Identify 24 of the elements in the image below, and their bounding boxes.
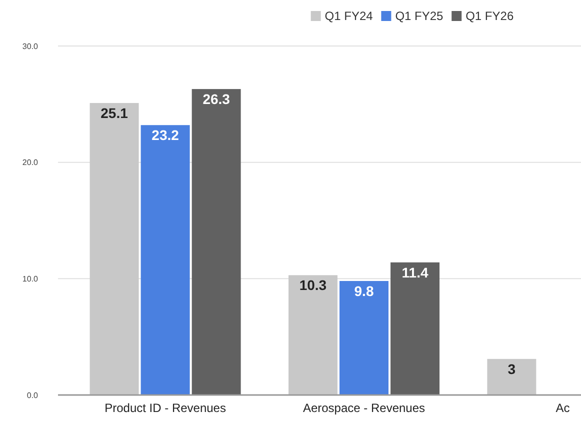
bar bbox=[340, 280, 388, 395]
bar bbox=[288, 275, 338, 395]
bar bbox=[90, 103, 139, 395]
data-label: 23.2 bbox=[152, 127, 180, 144]
legend-label: Q1 FY26 bbox=[466, 9, 514, 24]
x-tick-label: Product ID - Revenues bbox=[104, 401, 226, 415]
data-label: 26.3 bbox=[202, 91, 230, 108]
bar bbox=[140, 125, 190, 395]
y-tick-label: 10.0 bbox=[22, 274, 39, 284]
data-label: 3 bbox=[508, 360, 516, 377]
x-tick-label: Ac bbox=[556, 401, 570, 415]
bar bbox=[487, 358, 536, 395]
y-tick-label: 0.0 bbox=[26, 390, 39, 400]
data-label: 25.1 bbox=[100, 105, 128, 122]
x-tick-label: Aerospace - Revenues bbox=[302, 401, 426, 415]
bar bbox=[390, 262, 440, 395]
y-tick-label: 30.0 bbox=[22, 42, 39, 51]
bar bbox=[192, 89, 241, 395]
data-label: 11.4 bbox=[402, 264, 428, 280]
data-label: 10.3 bbox=[299, 277, 327, 294]
legend-label: Q1 FY25 bbox=[395, 9, 444, 24]
legend-label: Q1 FY24 bbox=[324, 9, 374, 24]
data-label: 9.8 bbox=[354, 282, 374, 299]
y-tick-label: 20.0 bbox=[22, 158, 39, 168]
